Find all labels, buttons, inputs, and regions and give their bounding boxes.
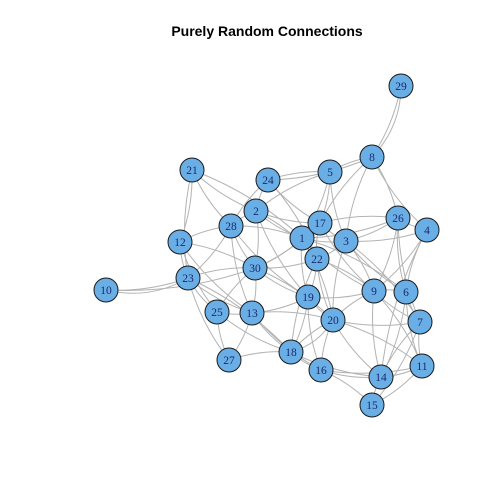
node-28: 28	[218, 213, 244, 239]
node-circle	[393, 279, 419, 305]
node-2: 2	[243, 198, 269, 224]
node-circle	[289, 225, 315, 251]
node-10: 10	[93, 277, 119, 303]
edge-9-14	[371, 290, 382, 378]
node-circle	[255, 167, 281, 193]
node-14: 14	[368, 364, 394, 390]
node-label: 14	[375, 372, 387, 384]
node-16: 16	[308, 357, 334, 383]
node-3: 3	[333, 228, 359, 254]
node-label: 12	[174, 237, 186, 249]
node-18: 18	[278, 339, 304, 365]
node-26: 26	[385, 205, 411, 231]
node-circle	[409, 353, 435, 379]
node-label: 16	[315, 365, 327, 377]
node-circle	[388, 73, 414, 99]
node-circle	[359, 144, 385, 170]
node-20: 20	[320, 307, 346, 333]
node-circle	[359, 392, 385, 418]
node-label: 28	[225, 221, 237, 233]
node-circle	[93, 277, 119, 303]
node-9: 9	[361, 278, 387, 304]
node-17: 17	[307, 210, 333, 236]
node-7: 7	[407, 309, 433, 335]
node-label: 2	[253, 206, 259, 218]
node-circle	[204, 299, 230, 325]
node-circle	[175, 265, 201, 291]
node-label: 3	[343, 236, 349, 248]
node-27: 27	[216, 347, 242, 373]
node-circle	[307, 210, 333, 236]
edge-4-14	[380, 229, 428, 378]
node-15: 15	[359, 392, 385, 418]
node-circle	[278, 339, 304, 365]
node-label: 21	[186, 165, 198, 177]
node-circle	[218, 213, 244, 239]
node-circle	[239, 300, 265, 326]
node-label: 24	[262, 175, 274, 187]
node-label: 20	[327, 315, 339, 327]
node-13: 13	[239, 300, 265, 326]
node-30: 30	[242, 255, 268, 281]
node-circle	[179, 157, 205, 183]
node-29: 29	[388, 73, 414, 99]
node-12: 12	[167, 229, 193, 255]
node-label: 18	[285, 347, 297, 359]
node-label: 19	[302, 292, 314, 304]
node-label: 9	[371, 286, 377, 298]
node-8: 8	[359, 144, 385, 170]
node-label: 22	[311, 254, 323, 266]
node-label: 23	[182, 273, 194, 285]
node-label: 26	[392, 213, 404, 225]
node-circle	[295, 284, 321, 310]
node-label: 30	[249, 263, 261, 275]
node-label: 6	[403, 287, 409, 299]
node-label: 1	[299, 233, 305, 245]
node-circle	[216, 347, 242, 373]
node-circle	[368, 364, 394, 390]
graph-title: Purely Random Connections	[171, 23, 363, 39]
node-21: 21	[179, 157, 205, 183]
node-label: 11	[416, 361, 427, 373]
edge-layer	[105, 85, 428, 406]
node-circle	[320, 307, 346, 333]
node-4: 4	[414, 217, 440, 243]
node-circle	[361, 278, 387, 304]
node-23: 23	[175, 265, 201, 291]
node-label: 29	[395, 81, 407, 93]
node-circle	[304, 246, 330, 272]
node-6: 6	[393, 279, 419, 305]
node-label: 25	[211, 307, 223, 319]
node-label: 8	[369, 152, 375, 164]
node-circle	[414, 217, 440, 243]
node-circle	[333, 228, 359, 254]
edge-21-1	[191, 169, 303, 239]
node-label: 27	[223, 355, 235, 367]
node-label: 15	[366, 400, 378, 412]
node-label: 13	[246, 308, 258, 320]
node-label: 7	[417, 317, 423, 329]
node-19: 19	[295, 284, 321, 310]
node-circle	[243, 198, 269, 224]
edge-6-14	[380, 291, 407, 378]
node-24: 24	[255, 167, 281, 193]
node-label: 17	[314, 218, 326, 230]
node-11: 11	[409, 353, 435, 379]
node-circle	[242, 255, 268, 281]
node-circle	[308, 357, 334, 383]
node-layer: 1234567891011121314151617181920212223242…	[93, 73, 440, 418]
node-label: 5	[327, 167, 333, 179]
node-circle	[407, 309, 433, 335]
node-22: 22	[304, 246, 330, 272]
node-25: 25	[204, 299, 230, 325]
node-label: 4	[424, 225, 430, 237]
node-circle	[385, 205, 411, 231]
node-5: 5	[317, 159, 343, 185]
node-label: 10	[100, 285, 112, 297]
node-1: 1	[289, 225, 315, 251]
edge-1-6	[301, 237, 407, 293]
node-circle	[167, 229, 193, 255]
node-circle	[317, 159, 343, 185]
